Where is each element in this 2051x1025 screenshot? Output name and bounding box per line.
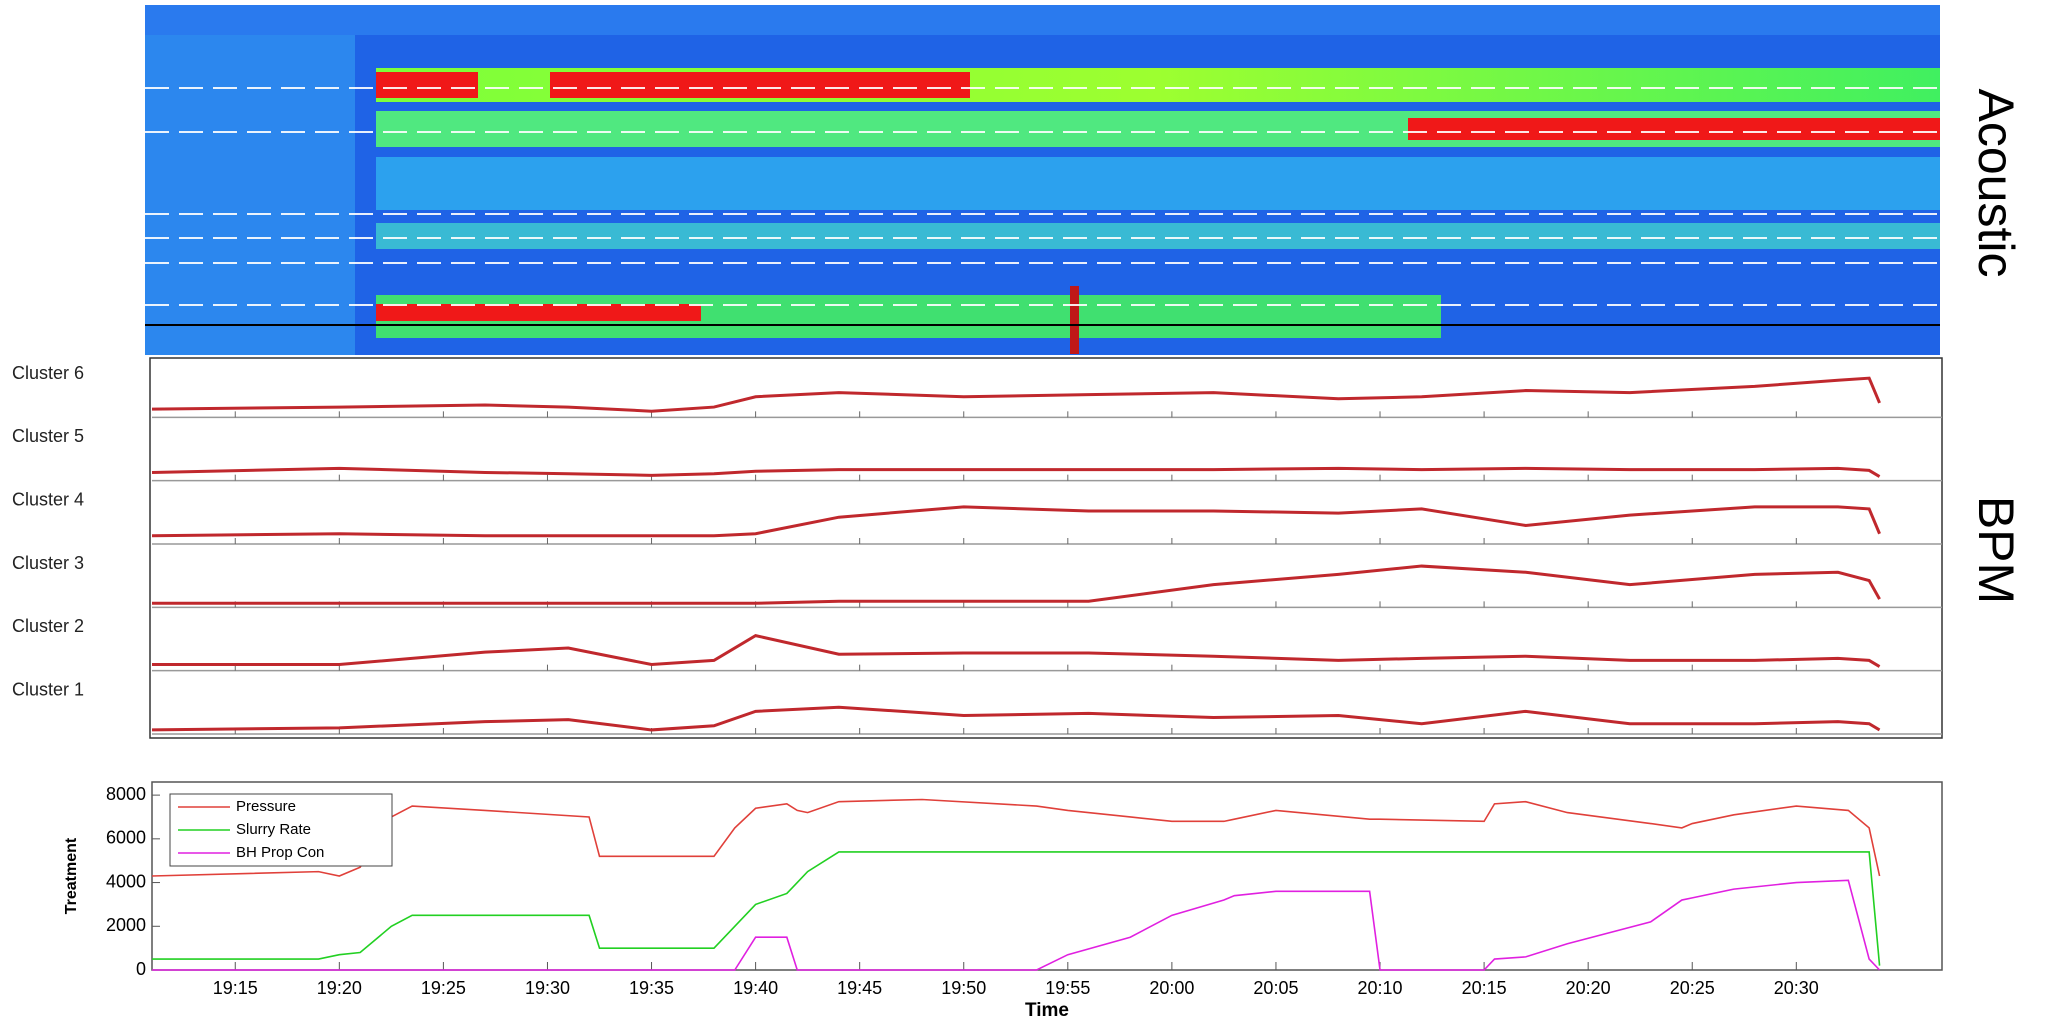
x-tick-label: 20:15 (1462, 978, 1507, 998)
x-tick-label: 20:20 (1566, 978, 1611, 998)
cluster-line (151, 466, 1881, 478)
panel-label: Acoustic (1968, 89, 2024, 278)
y-axis-label: Treatment (63, 837, 80, 914)
series-line (152, 851, 1881, 966)
lane-label: Cluster 4 (12, 489, 84, 509)
cluster-line (152, 634, 1881, 668)
x-tick-label: 19:45 (837, 978, 882, 998)
legend-label: Slurry Rate (236, 821, 311, 838)
legend-label: BH Prop Con (236, 844, 324, 861)
x-tick-label: 20:10 (1357, 978, 1402, 998)
x-tick-label: 20:05 (1253, 978, 1298, 998)
x-tick-label: 19:20 (317, 978, 362, 998)
cluster-line (151, 705, 1881, 732)
lane-label: Cluster 6 (12, 363, 84, 383)
x-tick-label: 20:30 (1774, 978, 1819, 998)
lane-label: Cluster 5 (12, 426, 84, 446)
y-tick-label: 0 (136, 959, 146, 979)
panel-label: BPM (1968, 496, 2024, 604)
x-tick-label: 19:30 (525, 978, 570, 998)
y-tick-label: 8000 (106, 784, 146, 804)
lane-label: Cluster 3 (12, 553, 84, 573)
series-line (151, 798, 1881, 877)
x-tick-label: 19:50 (941, 978, 986, 998)
lane-label: Cluster 1 (12, 679, 84, 699)
x-tick-label: 19:40 (733, 978, 778, 998)
x-tick-label: 20:25 (1670, 978, 1715, 998)
y-tick-label: 4000 (106, 871, 146, 891)
cluster-line (152, 564, 1881, 605)
x-tick-label: 19:35 (629, 978, 674, 998)
treatment-frame (151, 781, 1943, 971)
legend-label: Pressure (236, 798, 296, 815)
cluster-line (151, 376, 1881, 413)
x-tick-label: 19:25 (421, 978, 466, 998)
spectrogram (145, 5, 1940, 355)
cluster-line (151, 505, 1881, 538)
series-line (152, 879, 1881, 971)
bpm-frame (149, 357, 1943, 739)
x-tick-label: 20:00 (1149, 978, 1194, 998)
x-tick-label: 19:55 (1045, 978, 1090, 998)
y-tick-label: 2000 (106, 915, 146, 935)
y-tick-label: 6000 (106, 828, 146, 848)
lane-label: Cluster 2 (12, 616, 84, 636)
x-axis-label: Time (1025, 1000, 1069, 1020)
x-tick-label: 19:15 (213, 978, 258, 998)
